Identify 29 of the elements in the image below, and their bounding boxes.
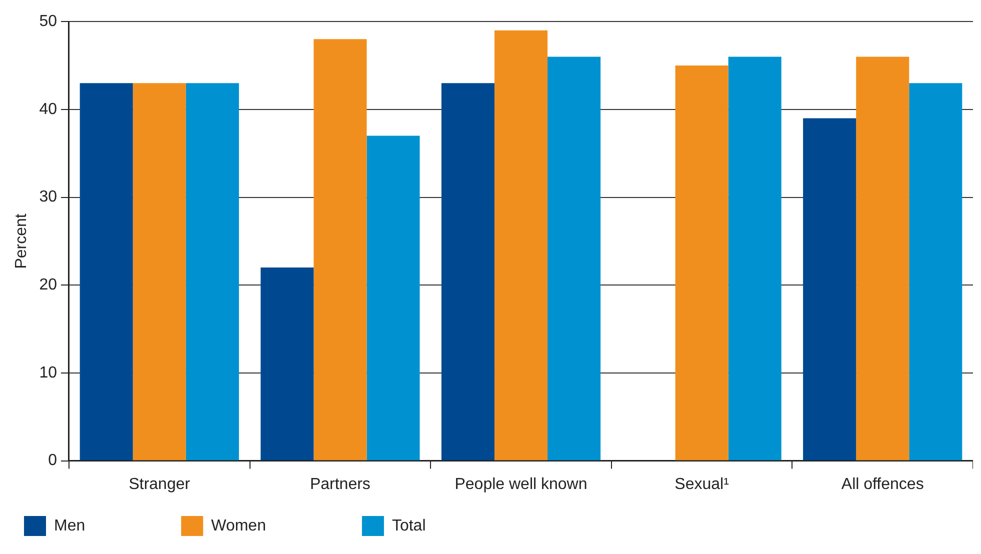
bar	[441, 83, 494, 460]
x-tick-label: Stranger	[128, 476, 191, 493]
y-tick-label: 10	[39, 364, 58, 382]
bar	[186, 83, 239, 460]
y-tick-label: 50	[39, 13, 58, 30]
x-tick-label: Sexual¹	[674, 476, 729, 493]
x-tick-label: All offences	[841, 476, 924, 493]
legend-label: Men	[54, 517, 166, 534]
bar	[548, 56, 601, 460]
legend-label: Women	[211, 517, 346, 534]
x-tick-label: People well known	[454, 476, 588, 493]
bar	[675, 66, 728, 460]
y-tick-label: 40	[39, 100, 58, 118]
bar	[803, 118, 856, 460]
bar	[366, 136, 420, 460]
bar	[728, 56, 782, 460]
y-tick-label: 30	[39, 188, 58, 206]
x-tick-label: Partners	[310, 476, 370, 493]
legend-label: Total	[392, 517, 506, 534]
bar	[260, 268, 314, 460]
bar	[314, 39, 367, 460]
bar	[132, 83, 186, 460]
bar	[856, 56, 910, 460]
bar	[494, 30, 548, 460]
y-tick-label: 20	[39, 276, 58, 294]
y-tick-label: 0	[48, 452, 58, 470]
y-axis-title: Percent	[13, 213, 30, 269]
bar	[909, 83, 962, 460]
bar	[80, 83, 133, 460]
